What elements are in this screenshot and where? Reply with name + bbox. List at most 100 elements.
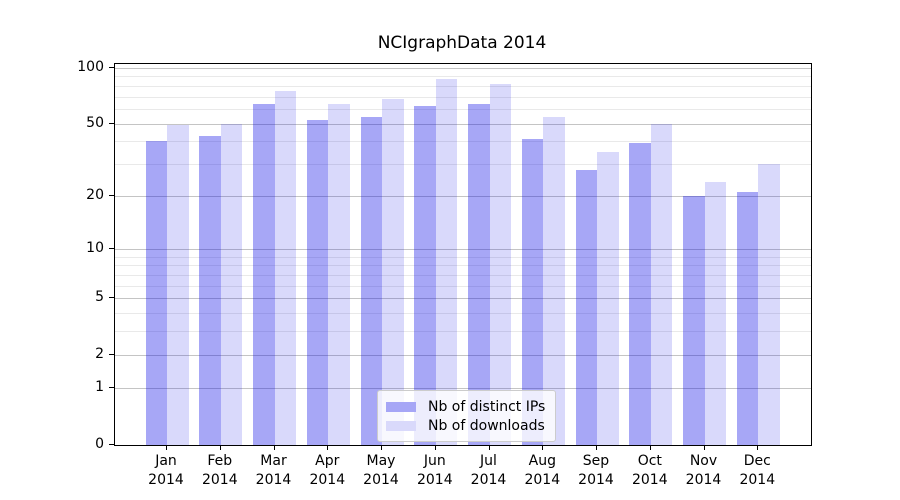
legend-swatch-downloads-icon (386, 420, 416, 431)
x-tick-mark (381, 445, 382, 450)
x-tick-label-mar: Mar 2014 (244, 452, 304, 490)
bar-downloads-oct (650, 123, 673, 445)
bar-downloads-jun (435, 78, 458, 445)
legend-label-downloads: Nb of downloads (428, 417, 545, 434)
y-minor-gridline (115, 285, 811, 287)
y-tick-label: 5 (95, 289, 104, 306)
bar-downloads-feb (220, 123, 243, 445)
bar-distinct-ips-oct (629, 143, 651, 445)
x-tick-year: 2014 (309, 472, 346, 488)
x-tick-mark (649, 445, 651, 450)
y-tick-label: 100 (77, 58, 104, 75)
y-tick-mark (109, 443, 114, 445)
y-minor-gridline (115, 141, 811, 143)
x-tick-label-nov: Nov 2014 (674, 452, 734, 490)
bar-downloads-dec (758, 164, 780, 445)
x-tick-year: 2014 (470, 472, 507, 488)
bar-downloads-aug (543, 117, 565, 445)
x-tick-mark (703, 445, 705, 450)
y-major-gridline (115, 298, 811, 300)
y-minor-gridline (115, 274, 811, 276)
x-tick-year: 2014 (578, 472, 614, 488)
y-major-gridline (115, 123, 811, 125)
x-tick-label-oct: Oct 2014 (620, 452, 680, 490)
y-minor-gridline (115, 96, 811, 98)
bar-distinct-ips-mar (253, 103, 275, 445)
y-tick-mark (109, 353, 114, 355)
x-tick-year: 2014 (416, 472, 453, 488)
legend-item-downloads: Nb of downloads (386, 416, 545, 435)
plot-area (114, 63, 812, 446)
x-tick-mark (327, 445, 329, 450)
bar-distinct-ips-jun (414, 106, 436, 445)
x-tick-year: 2014 (255, 472, 292, 488)
y-minor-gridline (115, 265, 811, 267)
x-tick-year: 2014 (363, 472, 399, 488)
x-tick-label-apr: Apr 2014 (297, 452, 357, 490)
x-tick-label-feb: Feb 2014 (190, 452, 250, 490)
x-tick-year: 2014 (685, 472, 722, 488)
bar-downloads-nov (704, 181, 726, 445)
x-tick-mark (434, 445, 436, 450)
y-minor-gridline (115, 85, 811, 87)
y-major-gridline (115, 195, 811, 197)
x-tick-mark (273, 445, 275, 450)
legend-item-distinct-ips: Nb of distinct IPs (386, 397, 545, 416)
x-tick-label-jan: Jan 2014 (136, 452, 196, 490)
bar-downloads-may (382, 98, 404, 445)
y-major-gridline (115, 248, 811, 250)
y-tick-mark (109, 386, 114, 388)
bar-downloads-jul (489, 83, 511, 445)
x-tick-year: 2014 (148, 472, 184, 488)
bar-distinct-ips-feb (199, 135, 221, 445)
bar-distinct-ips-sep (575, 169, 597, 445)
bar-downloads-apr (328, 103, 350, 445)
bar-downloads-sep (597, 151, 619, 445)
bar-downloads-jan (167, 125, 189, 445)
y-tick-label: 50 (86, 114, 104, 131)
chart-title: NCIgraphData 2014 (377, 33, 547, 53)
legend-label-distinct-ips: Nb of distinct IPs (428, 398, 546, 415)
x-tick-label-dec: Dec 2014 (727, 452, 787, 490)
legend-swatch-distinct-ips-icon (386, 401, 416, 412)
y-tick-label: 0 (95, 435, 104, 452)
x-tick-year: 2014 (201, 472, 238, 488)
x-tick-year: 2014 (739, 472, 776, 488)
bar-distinct-ips-aug (521, 139, 544, 445)
y-minor-gridline (115, 76, 811, 78)
bar-distinct-ips-dec (736, 192, 759, 445)
y-tick-label: 20 (86, 186, 104, 203)
x-tick-label-jun: Jun 2014 (405, 452, 465, 490)
y-minor-gridline (115, 256, 811, 258)
legend: Nb of distinct IPs Nb of downloads (377, 390, 557, 442)
y-tick-mark (109, 66, 114, 68)
x-tick-mark (596, 445, 597, 450)
y-tick-label: 2 (95, 345, 104, 362)
y-major-gridline (115, 354, 811, 356)
y-tick-mark (109, 194, 114, 196)
y-tick-mark (109, 122, 114, 124)
bar-distinct-ips-apr (306, 120, 329, 445)
x-tick-year: 2014 (524, 472, 561, 488)
y-tick-label: 1 (95, 378, 104, 395)
y-major-gridline (115, 387, 811, 389)
y-minor-gridline (115, 313, 811, 315)
y-major-gridline (115, 67, 811, 69)
x-tick-mark (757, 445, 759, 450)
y-tick-mark (109, 297, 114, 299)
x-tick-mark (542, 445, 544, 450)
x-tick-mark (166, 445, 167, 450)
x-tick-mark (488, 445, 490, 450)
x-tick-label-aug: Aug 2014 (512, 452, 572, 490)
bar-distinct-ips-jul (468, 103, 490, 445)
y-minor-gridline (115, 164, 811, 166)
x-tick-label-sep: Sep 2014 (566, 452, 626, 490)
y-minor-gridline (115, 331, 811, 333)
x-tick-label-may: May 2014 (351, 452, 411, 490)
x-tick-label-jul: Jul 2014 (459, 452, 519, 490)
y-tick-mark (109, 247, 114, 249)
bar-distinct-ips-jan (145, 141, 167, 445)
y-tick-label: 10 (86, 239, 104, 256)
bar-distinct-ips-nov (683, 195, 705, 445)
